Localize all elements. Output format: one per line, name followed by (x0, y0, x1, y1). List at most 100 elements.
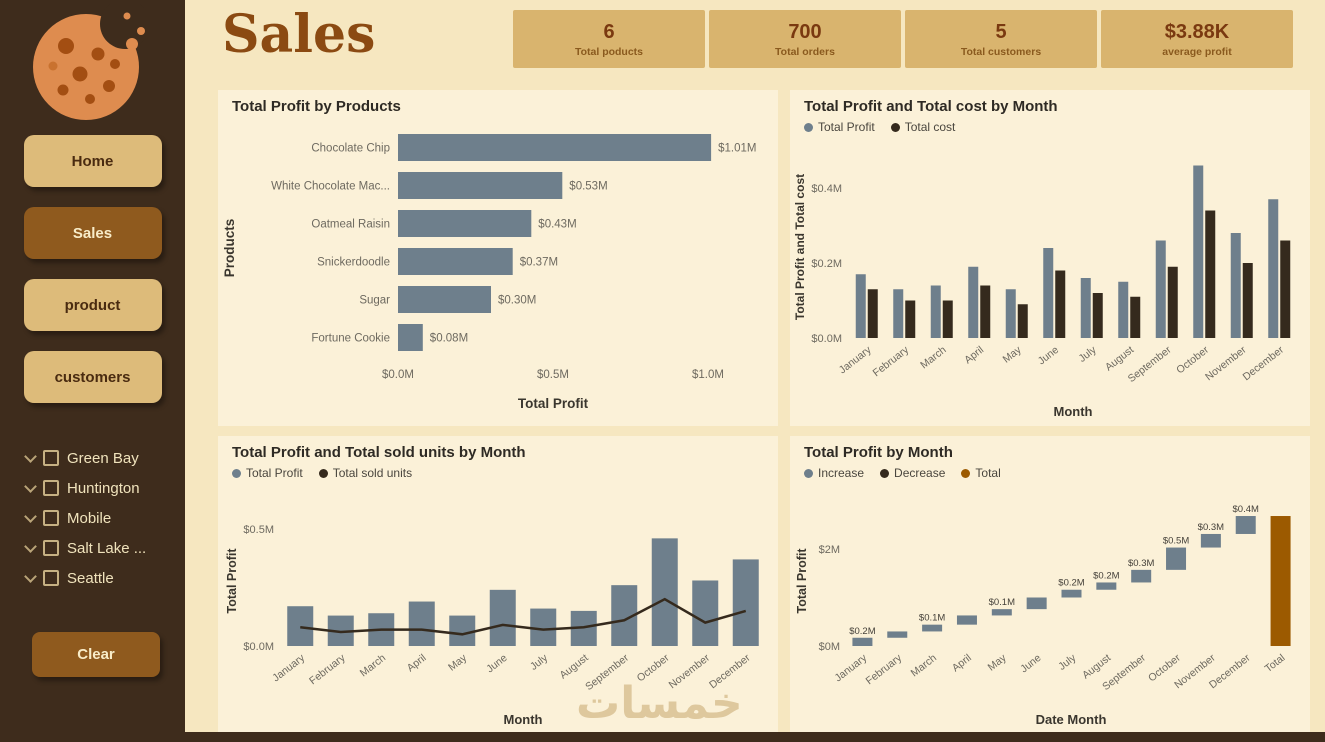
svg-text:$0.5M: $0.5M (1163, 536, 1189, 547)
legend-item-total[interactable]: Total (961, 466, 1001, 480)
svg-text:$0.0M: $0.0M (382, 369, 414, 381)
legend-item-total-cost[interactable]: Total cost (890, 120, 956, 134)
slicer-item-huntington[interactable]: Huntington (24, 473, 178, 503)
panel-profit-cost-by-month: Total Profit and Total cost by Month Tot… (790, 90, 1310, 426)
chevron-down-icon[interactable] (24, 449, 37, 463)
slicer-item-label: Green Bay (67, 449, 139, 467)
svg-text:May: May (986, 651, 1010, 673)
svg-text:May: May (1001, 343, 1025, 365)
legend-label: Increase (818, 466, 865, 480)
svg-text:April: April (962, 344, 986, 366)
waterfall-chart-profit-by-month[interactable]: $0M $2M $0.2M $0.1M $0.1M $0.2M $0.2M $0.3M $0.5… (790, 486, 1310, 730)
kpi-value: 700 (788, 20, 822, 43)
svg-text:$0.30M: $0.30M (498, 295, 536, 307)
svg-text:$0M: $0M (819, 641, 840, 653)
svg-text:$0.1M: $0.1M (919, 613, 945, 624)
slicer-item-seattle[interactable]: Seattle (24, 563, 178, 593)
cookie-logo-icon (28, 0, 150, 129)
clear-button[interactable]: Clear (32, 632, 160, 677)
svg-text:$0.2M: $0.2M (811, 258, 842, 270)
svg-text:$0.0M: $0.0M (811, 333, 842, 345)
svg-text:$0.2M: $0.2M (1058, 578, 1084, 589)
checkbox[interactable] (43, 450, 59, 466)
kpi-value: 5 (995, 20, 1007, 43)
svg-text:$0.4M: $0.4M (1233, 504, 1259, 515)
svg-text:Date Month: Date Month (1036, 712, 1107, 727)
svg-text:$0.53M: $0.53M (569, 181, 607, 193)
legend-item-total-sold-units[interactable]: Total sold units (318, 466, 412, 480)
legend-item-decrease[interactable]: Decrease (880, 466, 945, 480)
panel-profit-waterfall: Total Profit by Month Increase Decrease To… (790, 436, 1310, 732)
svg-text:Total Profit: Total Profit (518, 396, 589, 411)
slicer-item-label: Seattle (67, 569, 114, 587)
sidebar-nav: Home Sales product customers (0, 135, 185, 423)
checkbox[interactable] (43, 510, 59, 526)
checkbox[interactable] (43, 570, 59, 586)
legend-dot-icon (890, 122, 900, 132)
chevron-down-icon[interactable] (24, 569, 37, 583)
legend-dot-icon (318, 468, 328, 478)
svg-text:Month: Month (504, 712, 543, 727)
svg-text:$1.01M: $1.01M (718, 143, 756, 155)
slicer-item-label: Salt Lake ... (67, 539, 147, 557)
svg-text:February: February (307, 651, 348, 687)
svg-text:March: March (918, 344, 949, 372)
svg-text:July: July (1076, 343, 1099, 364)
chevron-down-icon[interactable] (24, 479, 37, 493)
svg-text:Products: Products (222, 219, 237, 278)
slicer-item-salt-lake-[interactable]: Salt Lake ... (24, 533, 178, 563)
svg-text:Chocolate Chip: Chocolate Chip (311, 143, 390, 155)
kpi-card-total-orders: 700 Total orders (709, 10, 901, 68)
svg-text:$0.4M: $0.4M (811, 183, 842, 195)
chevron-down-icon[interactable] (24, 509, 37, 523)
legend-dot-icon (804, 468, 813, 478)
svg-text:July: July (1056, 651, 1079, 672)
checkbox[interactable] (43, 480, 59, 496)
sidebar: Home Sales product customers Green Bay Hunti… (0, 0, 185, 742)
bar-chart-profit-by-products[interactable]: Chocolate Chip $1.01M White Chocolate Mac.… (218, 118, 778, 423)
nav-button-customers[interactable]: customers (23, 351, 162, 403)
column-chart-profit-cost-by-month[interactable]: $0.0M $0.2M $0.4M January February March April… (790, 142, 1310, 424)
checkbox[interactable] (43, 540, 59, 556)
svg-text:June: June (1036, 344, 1061, 368)
legend: Total Profit Total sold units (232, 466, 778, 480)
nav-button-product[interactable]: product (23, 279, 162, 331)
svg-text:$0.2M: $0.2M (1093, 570, 1119, 581)
nav-button-sales[interactable]: Sales (23, 207, 162, 259)
legend-label: Total cost (904, 120, 956, 134)
kpi-row: 6 Total poducts 700 Total orders 5 Total cust… (513, 10, 1293, 68)
svg-text:$0.1M: $0.1M (989, 597, 1015, 608)
legend-dot-icon (880, 468, 890, 478)
legend-label: Total Profit (818, 120, 875, 134)
svg-text:$0.3M: $0.3M (1198, 522, 1224, 533)
svg-text:Snickerdoodle: Snickerdoodle (317, 257, 390, 269)
svg-text:April: April (405, 652, 429, 674)
legend-item-total-profit[interactable]: Total Profit (232, 466, 303, 480)
slicer-item-green-bay[interactable]: Green Bay (24, 443, 178, 473)
svg-text:January: January (837, 343, 874, 376)
legend-dot-icon (961, 468, 971, 478)
slicer-item-mobile[interactable]: Mobile (24, 503, 178, 533)
kpi-label: Total poducts (574, 45, 644, 58)
svg-text:Fortune Cookie: Fortune Cookie (311, 333, 390, 345)
bottom-bar (0, 732, 1325, 742)
legend-dot-icon (804, 122, 813, 132)
nav-button-home[interactable]: Home (23, 135, 162, 187)
svg-text:February: February (871, 343, 912, 379)
slicer-item-label: Mobile (67, 509, 112, 527)
legend-item-total-profit[interactable]: Total Profit (804, 120, 875, 134)
kpi-value: $3.88K (1164, 20, 1230, 43)
svg-text:August: August (1103, 344, 1136, 374)
svg-text:$0.3M: $0.3M (1128, 558, 1154, 569)
kpi-label: Total customers (960, 45, 1042, 58)
chart-title: Total Profit and Total cost by Month (804, 98, 1058, 115)
legend-item-increase[interactable]: Increase (804, 466, 864, 480)
combo-chart-profit-units-by-month[interactable]: $0.0M $0.5M January February March April May Ju… (218, 486, 778, 730)
chevron-down-icon[interactable] (24, 539, 37, 553)
watermark: خمسات (576, 678, 743, 729)
chart-title: Total Profit and Total sold units by Mon… (232, 444, 526, 461)
svg-text:$2M: $2M (819, 544, 840, 556)
svg-text:$0.0M: $0.0M (243, 641, 274, 653)
svg-text:January: January (270, 651, 307, 684)
